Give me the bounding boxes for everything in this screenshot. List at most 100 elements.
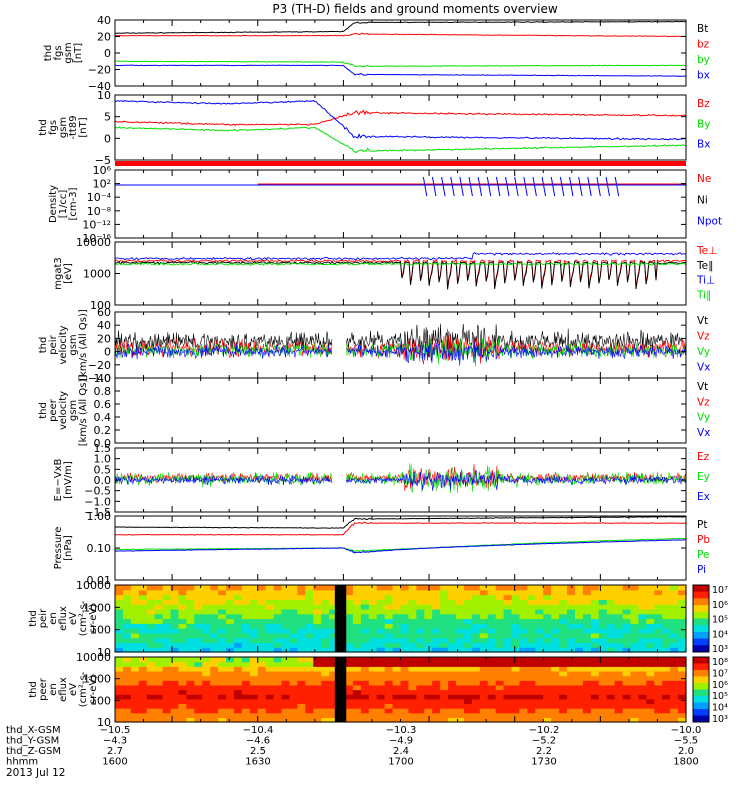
heatmap-cell: [146, 599, 156, 605]
heatmap-cell: [186, 657, 195, 663]
heatmap-cell: [321, 708, 330, 714]
heatmap-cell: [456, 670, 465, 677]
heatmap-cell: [638, 647, 647, 653]
heatmap-cell: [559, 623, 568, 629]
heatmap-cell: [202, 684, 211, 691]
legend-Ey: Ey: [697, 471, 710, 483]
heatmap-cell: [654, 589, 663, 596]
heatmap-cell: [218, 661, 227, 667]
heatmap-cell: [186, 675, 195, 681]
heatmap-cell: [511, 599, 521, 605]
y-tick-label: 10⁻¹⁶: [82, 232, 111, 245]
heatmap-cell: [503, 708, 513, 714]
heatmap-cell: [456, 642, 465, 648]
heatmap-cell: [479, 657, 489, 663]
heatmap-cell: [154, 703, 164, 709]
heatmap-cell: [194, 594, 203, 600]
heatmap-cell: [551, 708, 560, 714]
heatmap-cell: [567, 613, 576, 620]
heatmap-cell: [440, 675, 449, 681]
heatmap-cell: [289, 642, 299, 648]
heatmap-cell: [551, 647, 560, 653]
heatmap-cell: [471, 712, 481, 718]
heatmap-cell: [352, 618, 362, 624]
heatmap-cell: [495, 623, 505, 629]
heatmap-cell: [281, 628, 291, 634]
heatmap-cell: [241, 703, 251, 709]
heatmap-cell: [321, 604, 330, 610]
heatmap-cell: [503, 618, 513, 624]
heatmap-cell: [463, 618, 473, 624]
heatmap-cell: [598, 604, 608, 610]
heatmap-cell: [226, 708, 235, 714]
heatmap-cell: [368, 694, 378, 700]
heatmap-cell: [202, 637, 211, 644]
heatmap-cell: [424, 608, 433, 615]
heatmap-cell: [646, 647, 655, 653]
heatmap-cell: [559, 585, 568, 591]
xaxis-row-value: 1700: [388, 757, 413, 768]
heatmap-cell: [329, 689, 338, 695]
heatmap-cell: [678, 599, 687, 605]
heatmap-cell: [511, 637, 521, 644]
heatmap-cell: [670, 694, 679, 700]
heatmap-cell: [638, 689, 647, 695]
heatmap-cell: [678, 689, 687, 695]
heatmap-cell: [154, 694, 164, 700]
heatmap-cell: [344, 698, 354, 705]
heatmap-cell: [162, 618, 172, 624]
heatmap-cell: [344, 613, 354, 620]
legend-Ex: Ex: [697, 491, 710, 503]
heatmap-cell: [463, 632, 473, 639]
heatmap-cell: [122, 623, 132, 629]
heatmap-cell: [543, 594, 552, 600]
colorbar-swatch: [693, 676, 709, 684]
heatmap-cell: [218, 642, 227, 648]
heatmap-cell: [432, 623, 441, 629]
legend-Vy: Vy: [697, 346, 710, 358]
heatmap-cell: [194, 585, 203, 591]
heatmap-cell: [273, 613, 283, 620]
heatmap-cell: [448, 608, 457, 615]
heatmap-cell: [638, 680, 647, 686]
heatmap-cell: [606, 594, 616, 600]
heatmap-cell: [329, 712, 338, 718]
heatmap-cell: [241, 604, 251, 610]
heatmap-cell: [551, 684, 560, 691]
y-tick-label: 5: [104, 111, 111, 124]
heatmap-cell: [456, 632, 465, 639]
heatmap-cell: [392, 632, 402, 639]
heatmap-cell: [186, 613, 195, 620]
heatmap-cell: [424, 594, 433, 600]
heatmap-cell: [360, 594, 370, 600]
heatmap-cell: [146, 680, 156, 686]
heatmap-cell: [400, 632, 410, 639]
heatmap-cell: [249, 680, 259, 686]
heatmap-cell: [519, 628, 528, 634]
heatmap-cell: [670, 628, 679, 634]
heatmap-cell: [503, 589, 513, 596]
heatmap-cell: [535, 623, 544, 629]
heatmap-cell: [289, 703, 299, 709]
heatmap-cell: [257, 698, 267, 705]
heatmap-cell: [678, 608, 687, 615]
colorbar-swatch: [693, 657, 709, 664]
heatmap-cell: [233, 712, 243, 718]
heatmap-cell: [281, 642, 291, 648]
heatmap-cell: [638, 661, 647, 667]
density-spike: [614, 176, 620, 197]
heatmap-cell: [186, 666, 195, 672]
heatmap-cell: [130, 608, 140, 615]
heatmap-cell: [646, 628, 655, 634]
heatmap-cell: [495, 585, 505, 591]
heatmap-cell: [440, 623, 449, 629]
heatmap-cell: [226, 637, 235, 644]
heatmap-cell: [614, 675, 624, 681]
legend-Vz: Vz: [697, 396, 710, 408]
heatmap-cell: [154, 628, 164, 634]
heatmap-cell: [678, 642, 687, 648]
heatmap-cell: [662, 637, 671, 644]
heatmap-cell: [471, 694, 481, 700]
heatmap-cell: [654, 708, 663, 714]
